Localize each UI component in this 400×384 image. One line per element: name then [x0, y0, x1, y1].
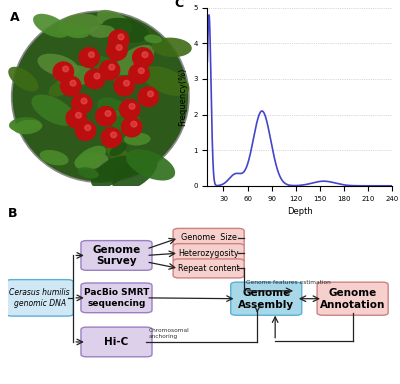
- Circle shape: [88, 52, 94, 58]
- Ellipse shape: [91, 156, 132, 188]
- Text: Genome
Annotation: Genome Annotation: [320, 288, 385, 310]
- Text: Genome
Assembly: Genome Assembly: [238, 288, 294, 310]
- Ellipse shape: [142, 66, 190, 96]
- Circle shape: [79, 48, 99, 67]
- Circle shape: [116, 45, 122, 50]
- Ellipse shape: [32, 94, 76, 126]
- Text: B: B: [8, 207, 18, 220]
- Ellipse shape: [111, 74, 128, 84]
- Circle shape: [138, 87, 158, 106]
- Title: Kmer distribution: Kmer distribution: [257, 0, 342, 2]
- Ellipse shape: [8, 67, 38, 92]
- FancyBboxPatch shape: [81, 241, 152, 270]
- Circle shape: [96, 106, 116, 126]
- Circle shape: [129, 64, 149, 83]
- Circle shape: [138, 68, 144, 74]
- Text: Genome features estimation: Genome features estimation: [246, 280, 331, 285]
- Circle shape: [105, 111, 111, 116]
- Ellipse shape: [12, 11, 189, 182]
- Circle shape: [85, 125, 91, 131]
- FancyBboxPatch shape: [173, 259, 244, 278]
- Circle shape: [122, 117, 142, 137]
- Ellipse shape: [102, 18, 149, 43]
- Ellipse shape: [54, 65, 96, 85]
- Ellipse shape: [112, 156, 158, 191]
- Ellipse shape: [110, 143, 127, 156]
- Circle shape: [133, 48, 153, 67]
- Ellipse shape: [152, 38, 192, 57]
- Ellipse shape: [75, 146, 106, 169]
- Circle shape: [120, 99, 140, 119]
- Circle shape: [63, 66, 68, 72]
- FancyBboxPatch shape: [173, 244, 244, 263]
- Text: Genome
Survey: Genome Survey: [92, 245, 141, 266]
- Ellipse shape: [98, 98, 142, 134]
- Circle shape: [107, 41, 127, 60]
- Y-axis label: Frequency(%): Frequency(%): [179, 68, 188, 126]
- FancyBboxPatch shape: [231, 282, 302, 315]
- Circle shape: [99, 60, 120, 80]
- Ellipse shape: [102, 110, 120, 120]
- Ellipse shape: [13, 120, 42, 134]
- Text: C: C: [174, 0, 183, 10]
- Circle shape: [109, 65, 115, 70]
- Text: Hi-C: Hi-C: [104, 337, 129, 347]
- FancyBboxPatch shape: [81, 283, 152, 313]
- X-axis label: Depth: Depth: [287, 207, 312, 216]
- Circle shape: [76, 113, 82, 118]
- Ellipse shape: [126, 149, 175, 180]
- FancyBboxPatch shape: [317, 282, 388, 315]
- Ellipse shape: [78, 167, 99, 179]
- FancyBboxPatch shape: [81, 327, 152, 357]
- Circle shape: [124, 80, 130, 86]
- Circle shape: [72, 94, 92, 114]
- Circle shape: [148, 91, 154, 97]
- Ellipse shape: [89, 56, 118, 73]
- Text: Heterozygosity: Heterozygosity: [178, 249, 239, 258]
- Circle shape: [61, 76, 81, 96]
- Text: PacBio SMRT
sequencing: PacBio SMRT sequencing: [84, 288, 149, 308]
- Circle shape: [101, 128, 122, 147]
- Ellipse shape: [33, 14, 69, 38]
- Circle shape: [111, 132, 116, 138]
- Ellipse shape: [9, 117, 40, 132]
- Circle shape: [53, 62, 74, 82]
- Circle shape: [81, 98, 87, 104]
- FancyBboxPatch shape: [173, 228, 244, 247]
- Ellipse shape: [40, 150, 69, 166]
- Ellipse shape: [115, 45, 154, 75]
- Circle shape: [118, 34, 124, 40]
- Ellipse shape: [124, 132, 150, 146]
- Circle shape: [129, 104, 135, 109]
- Circle shape: [94, 73, 100, 79]
- Text: Repeat content: Repeat content: [178, 264, 240, 273]
- Circle shape: [70, 80, 76, 86]
- Circle shape: [142, 52, 148, 58]
- Ellipse shape: [63, 25, 90, 38]
- Circle shape: [131, 121, 137, 127]
- Ellipse shape: [38, 54, 79, 77]
- Text: Cerasus humilis
genomic DNA: Cerasus humilis genomic DNA: [9, 288, 70, 308]
- FancyBboxPatch shape: [6, 280, 73, 316]
- Ellipse shape: [144, 35, 162, 43]
- Ellipse shape: [74, 152, 108, 169]
- Text: Chromosomal
anchoring: Chromosomal anchoring: [148, 328, 189, 339]
- Ellipse shape: [48, 77, 77, 97]
- Ellipse shape: [58, 14, 101, 35]
- Ellipse shape: [106, 145, 131, 164]
- Ellipse shape: [47, 62, 74, 79]
- Circle shape: [109, 30, 129, 50]
- Circle shape: [75, 121, 96, 141]
- Ellipse shape: [97, 10, 132, 35]
- Ellipse shape: [88, 25, 115, 38]
- Text: Genome  Size: Genome Size: [181, 233, 236, 242]
- Text: A: A: [10, 11, 20, 24]
- Circle shape: [114, 76, 134, 96]
- Circle shape: [66, 108, 86, 128]
- Circle shape: [85, 69, 105, 89]
